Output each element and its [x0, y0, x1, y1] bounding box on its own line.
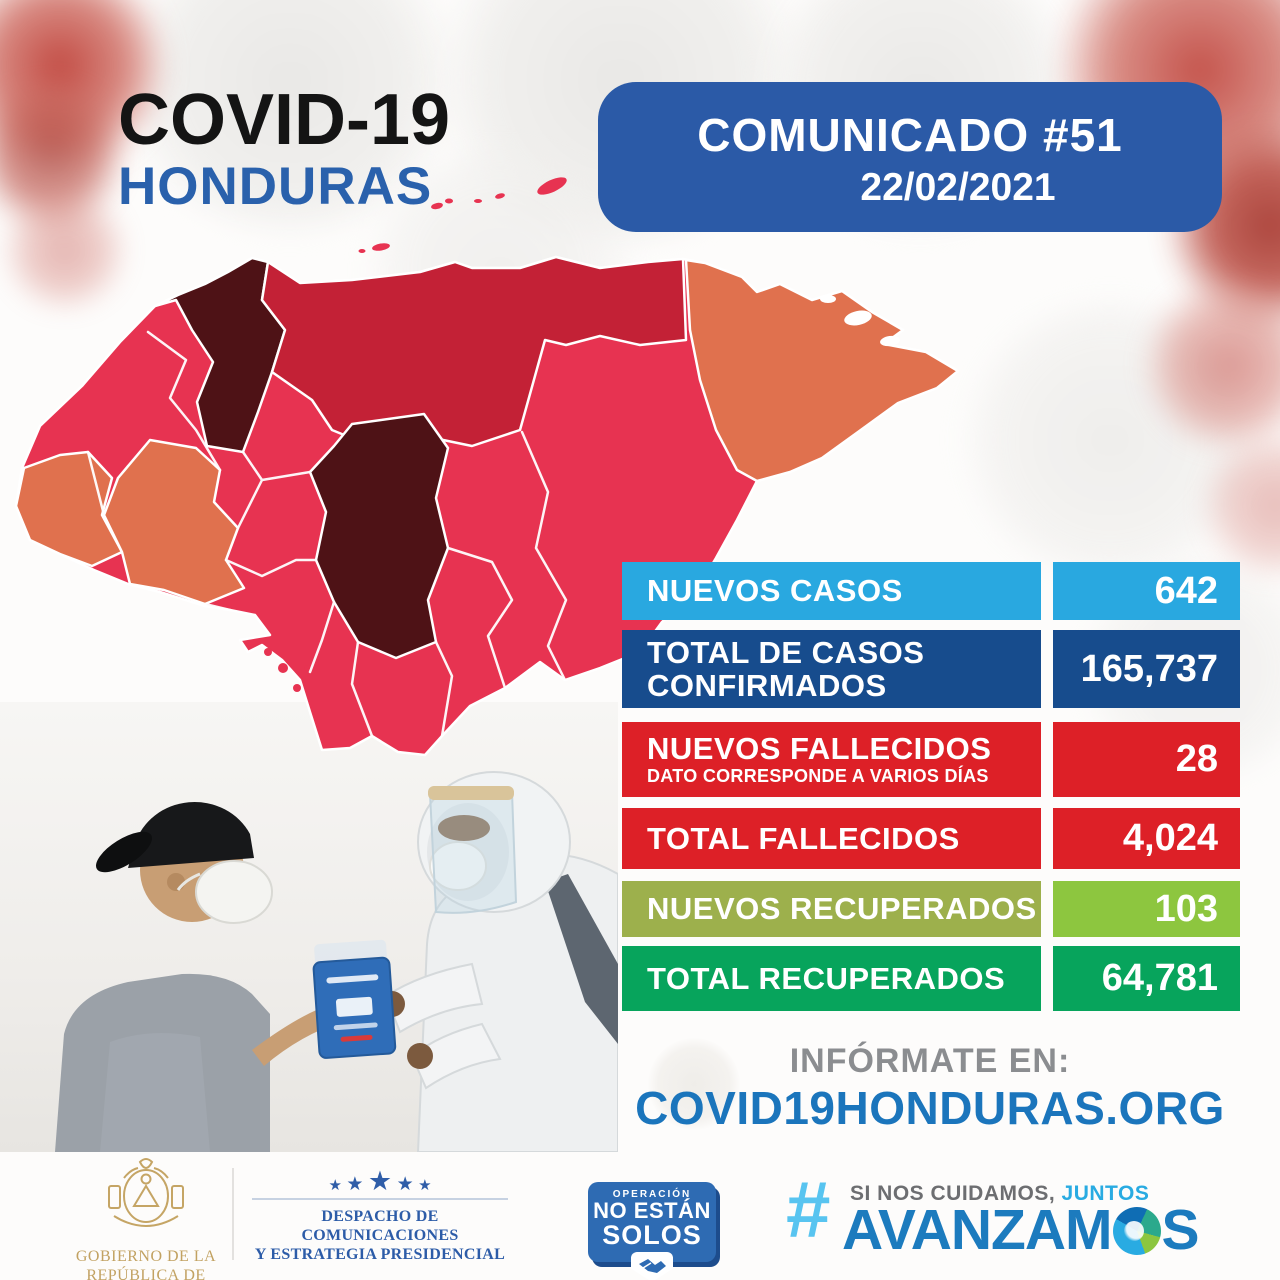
avanzamos-logo: # SI NOS CUIDAMOS, JUNTOS AVANZAM S: [786, 1165, 1256, 1276]
stat-label-total-recuperados: TOTAL RECUPERADOS: [622, 946, 1041, 1011]
globe-o-icon: [1112, 1206, 1161, 1255]
government-logo: GOBIERNO DE LA REPÚBLICA DE HONDURAS: [62, 1156, 230, 1280]
avanzamos-wordmark: AVANZAM S: [842, 1198, 1200, 1262]
covid19honduras-link[interactable]: COVID19HONDURAS.ORG: [635, 1082, 1225, 1134]
five-stars-icon: ★ ★ ★ ★ ★: [328, 1166, 432, 1196]
aid-package: [312, 939, 397, 1059]
coat-of-arms-icon: [108, 1158, 184, 1227]
info-label: INFÓRMATE EN:: [789, 1042, 1071, 1080]
stat-value-total-fallecidos: 4,024: [1053, 808, 1240, 869]
stat-value-total-casos: 165,737: [1053, 630, 1240, 708]
avanzamos-tagline: SI NOS CUIDAMOS, JUNTOS: [850, 1182, 1150, 1205]
title-honduras: HONDURAS: [118, 157, 433, 216]
stat-value-nuevos-casos: 642: [1053, 562, 1240, 620]
texture-blob: [960, 300, 1260, 580]
virus-watermark-icon: [648, 1038, 740, 1130]
stat-label-nuevos-casos: NUEVOS CASOS: [622, 562, 1041, 620]
operacion-label: OPERACIÓN: [612, 1189, 692, 1200]
operacion-line1: NO ESTÁN: [593, 1198, 711, 1223]
comunicado-date: 22/02/2021: [860, 166, 1056, 209]
stat-value-nuevos-recuperados: 103: [1053, 881, 1240, 937]
title-covid19: COVID-19: [118, 80, 451, 160]
map-region-salmon-east: [684, 258, 960, 483]
comunicado-banner: COMUNICADO #51 22/02/2021: [598, 82, 1222, 232]
virus-decoration: [1140, 280, 1280, 450]
operacion-no-estan-solos-badge: OPERACIÓN NO ESTÁN SOLOS: [588, 1182, 716, 1280]
handshake-icon: [631, 1252, 673, 1280]
despacho-rule: [252, 1198, 508, 1200]
health-worker-ppe: [379, 771, 619, 1153]
info-block: INFÓRMATE EN: COVID19HONDURAS.ORG: [630, 1042, 1230, 1135]
photo-aid-delivery: [0, 702, 619, 1153]
operacion-line2: SOLOS: [602, 1220, 702, 1250]
photo-illustration: [55, 771, 619, 1153]
government-name-line2: REPÚBLICA DE HONDURAS: [86, 1267, 206, 1280]
map-region-maroon-central: [308, 412, 450, 660]
stat-value-nuevos-fallecidos: 28: [1053, 722, 1240, 797]
map-region-salmon-sw2: [102, 438, 246, 606]
stat-value-total-recuperados: 64,781: [1053, 946, 1240, 1011]
footer-divider: [232, 1168, 234, 1260]
despacho-logo: ★ ★ ★ ★ ★ DESPACHO DE COMUNICACIONES Y E…: [246, 1168, 514, 1265]
man-with-mask: [55, 802, 343, 1152]
stat-label-total-casos: TOTAL DE CASOS CONFIRMADOS: [622, 630, 1041, 708]
stat-label-total-fallecidos: TOTAL FALLECIDOS: [622, 808, 1041, 869]
stat-label-nuevos-fallecidos: NUEVOS FALLECIDOS DATO CORRESPONDE A VAR…: [622, 722, 1041, 797]
map-lagoons: [820, 295, 900, 347]
despacho-line1: DESPACHO DE COMUNICACIONES: [301, 1208, 459, 1245]
government-name-line1: GOBIERNO DE LA: [75, 1248, 217, 1265]
virus-decoration: [1200, 430, 1280, 580]
hashtag-icon: #: [786, 1165, 831, 1254]
map-department-borders: [86, 330, 568, 738]
comunicado-number: COMUNICADO #51: [697, 109, 1123, 161]
page-title: COVID-19 HONDURAS: [118, 84, 450, 213]
stat-label-nuevos-recuperados: NUEVOS RECUPERADOS: [622, 881, 1041, 937]
despacho-line2: Y ESTRATEGIA PRESIDENCIAL: [254, 1246, 506, 1264]
